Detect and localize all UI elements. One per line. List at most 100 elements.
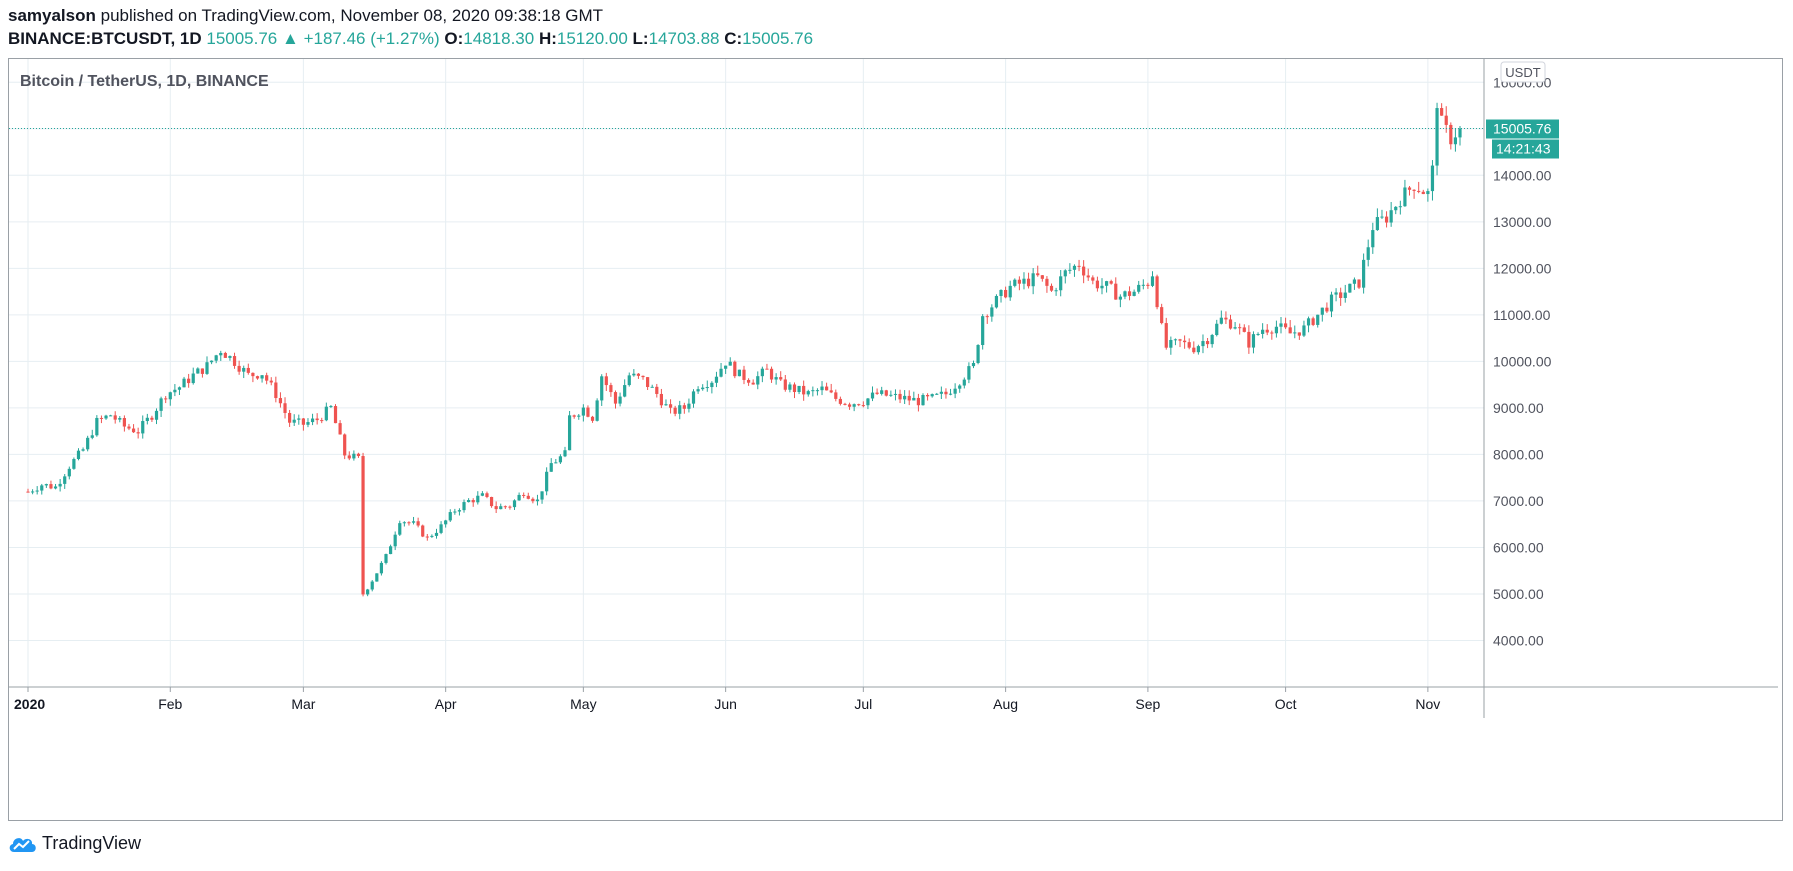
candle-up[interactable] xyxy=(567,415,572,451)
candle-down[interactable] xyxy=(274,382,278,399)
candle-up[interactable] xyxy=(512,500,517,508)
candle-down[interactable] xyxy=(1297,332,1301,336)
candle-up[interactable] xyxy=(558,456,563,463)
candle-down[interactable] xyxy=(884,390,888,396)
candle-down[interactable] xyxy=(1017,279,1021,284)
candle-up[interactable] xyxy=(976,345,980,363)
candle-down[interactable] xyxy=(1040,275,1044,279)
candle-down[interactable] xyxy=(1205,341,1210,345)
candle-down[interactable] xyxy=(26,491,30,493)
candle-up[interactable] xyxy=(44,484,48,486)
candle-up[interactable] xyxy=(384,554,388,563)
candle-up[interactable] xyxy=(664,404,668,406)
candle-up[interactable] xyxy=(962,379,966,386)
candle-down[interactable] xyxy=(113,415,117,420)
candle-down[interactable] xyxy=(944,391,948,395)
candle-up[interactable] xyxy=(398,523,402,535)
candle-down[interactable] xyxy=(1077,265,1081,267)
candle-up[interactable] xyxy=(402,522,406,524)
candle-down[interactable] xyxy=(164,398,168,400)
candle-down[interactable] xyxy=(1417,190,1421,192)
candle-up[interactable] xyxy=(893,393,898,395)
candle-up[interactable] xyxy=(714,376,719,383)
candle-down[interactable] xyxy=(875,392,879,394)
candle-up[interactable] xyxy=(1118,296,1122,300)
candle-up[interactable] xyxy=(581,407,585,416)
candle-up[interactable] xyxy=(30,491,35,493)
candle-up[interactable] xyxy=(1403,187,1407,207)
candle-down[interactable] xyxy=(1183,340,1187,343)
candle-up[interactable] xyxy=(1219,317,1223,324)
candle-up[interactable] xyxy=(191,373,195,384)
candle-up[interactable] xyxy=(1201,341,1205,347)
candle-down[interactable] xyxy=(604,376,608,386)
candle-up[interactable] xyxy=(310,418,315,423)
candle-up[interactable] xyxy=(67,468,71,477)
candle-down[interactable] xyxy=(857,404,861,406)
candle-up[interactable] xyxy=(912,397,916,401)
candle-down[interactable] xyxy=(779,377,783,380)
candle-up[interactable] xyxy=(95,417,99,436)
candle-up[interactable] xyxy=(366,589,370,595)
candle-up[interactable] xyxy=(797,385,801,393)
candle-up[interactable] xyxy=(292,419,296,423)
candle-up[interactable] xyxy=(1169,339,1173,348)
candle-up[interactable] xyxy=(678,405,682,414)
candle-down[interactable] xyxy=(646,377,650,388)
candle-up[interactable] xyxy=(145,417,149,422)
candle-up[interactable] xyxy=(375,573,379,582)
candle-up[interactable] xyxy=(696,389,700,392)
candle-down[interactable] xyxy=(1187,342,1191,348)
candle-up[interactable] xyxy=(480,493,484,496)
candle-down[interactable] xyxy=(301,418,305,425)
candle-up[interactable] xyxy=(329,406,333,408)
candle-up[interactable] xyxy=(1426,191,1430,195)
candle-up[interactable] xyxy=(1320,307,1324,315)
candle-up[interactable] xyxy=(1068,269,1072,271)
candle-up[interactable] xyxy=(1063,270,1067,277)
candle-up[interactable] xyxy=(214,355,218,361)
candle-up[interactable] xyxy=(228,356,232,358)
candle-up[interactable] xyxy=(1251,334,1256,348)
candle-up[interactable] xyxy=(352,453,356,459)
candle-down[interactable] xyxy=(1049,285,1054,291)
candle-up[interactable] xyxy=(687,403,691,409)
candle-down[interactable] xyxy=(765,368,769,370)
candle-down[interactable] xyxy=(1265,329,1269,333)
candle-up[interactable] xyxy=(63,476,67,484)
candle-up[interactable] xyxy=(903,395,907,400)
candle-up[interactable] xyxy=(1054,290,1058,292)
candle-up[interactable] xyxy=(1343,292,1347,298)
candle-down[interactable] xyxy=(131,428,136,433)
candle-down[interactable] xyxy=(1384,216,1389,223)
candle-down[interactable] xyxy=(613,392,618,404)
candle-down[interactable] xyxy=(508,506,512,508)
candle-up[interactable] xyxy=(999,289,1003,296)
candle-up[interactable] xyxy=(260,375,264,379)
candle-up[interactable] xyxy=(953,388,957,394)
candle-up[interactable] xyxy=(820,386,824,391)
candle-up[interactable] xyxy=(53,486,58,489)
candle-down[interactable] xyxy=(742,369,746,380)
candle-down[interactable] xyxy=(251,372,255,377)
candle-up[interactable] xyxy=(141,421,145,434)
candle-up[interactable] xyxy=(958,385,962,389)
candle-up[interactable] xyxy=(554,462,558,464)
candle-down[interactable] xyxy=(655,386,659,394)
candle-down[interactable] xyxy=(246,367,250,373)
candle-up[interactable] xyxy=(58,483,62,487)
candle-up[interactable] xyxy=(411,521,416,523)
candle-down[interactable] xyxy=(278,398,283,404)
chart-frame[interactable] xyxy=(8,58,1783,821)
candle-up[interactable] xyxy=(118,418,122,420)
candle-up[interactable] xyxy=(434,532,439,536)
candle-down[interactable] xyxy=(985,316,989,318)
candle-up[interactable] xyxy=(81,449,85,451)
candle-up[interactable] xyxy=(577,415,581,417)
candle-up[interactable] xyxy=(1100,285,1104,289)
candle-up[interactable] xyxy=(866,398,870,406)
candle-up[interactable] xyxy=(600,376,604,401)
candle-up[interactable] xyxy=(549,463,553,472)
candle-up[interactable] xyxy=(728,361,732,366)
candle-down[interactable] xyxy=(1026,278,1031,287)
